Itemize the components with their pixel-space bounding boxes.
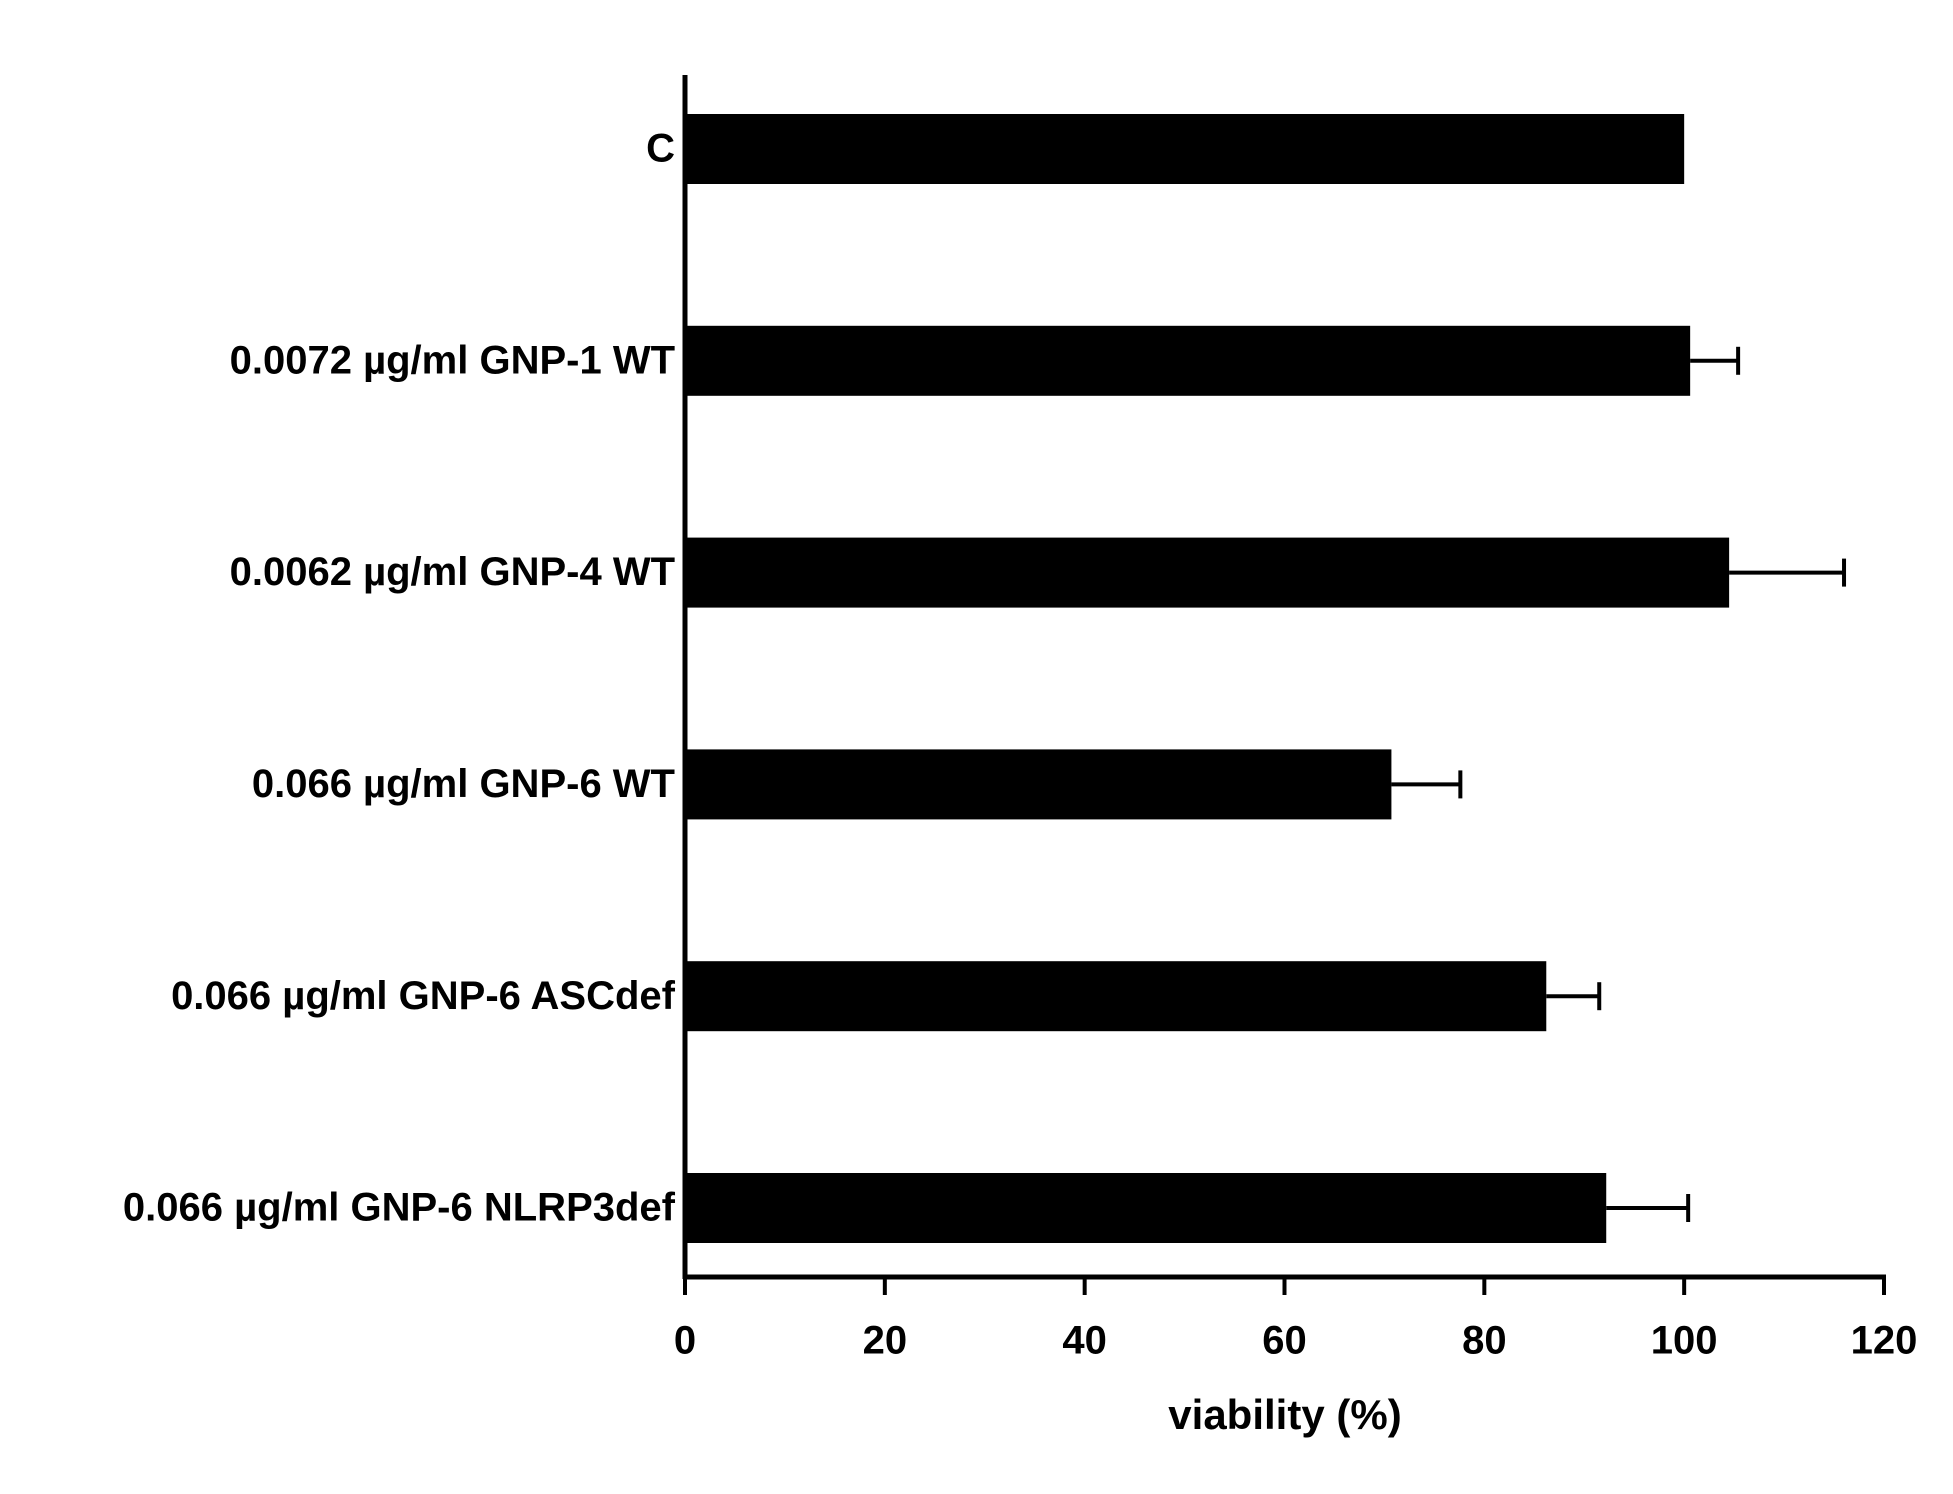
error-bar [1690,346,1741,375]
y-tick-label: 0.066 µg/ml GNP-6 NLRP3def [123,1186,676,1230]
y-tick-label: 0.066 µg/ml GNP-6 ASCdef [171,974,676,1018]
error-bar [1391,770,1463,799]
y-tick-label: 0.0072 µg/ml GNP-1 WT [230,338,675,382]
y-tick-label: 0.066 µg/ml GNP-6 WT [252,762,675,806]
x-tick-label: 0 [674,1319,696,1363]
error-bar [1729,558,1847,587]
y-tick-label: C [646,127,675,171]
bar [685,749,1392,820]
x-tick-label: 120 [1851,1319,1918,1363]
x-tick-label: 100 [1651,1319,1718,1363]
bar [685,325,1691,396]
error-bar [1546,982,1602,1011]
x-tick-label: 20 [863,1319,908,1363]
x-axis-title: viability (%) [1168,1391,1401,1438]
y-tick-label: 0.0062 µg/ml GNP-4 WT [230,550,675,594]
x-tick-label: 40 [1062,1319,1107,1363]
error-bar [1606,1194,1691,1222]
bar [685,537,1730,608]
bar [685,1173,1607,1243]
x-tick-label: 60 [1262,1319,1307,1363]
x-tick-label: 80 [1462,1319,1507,1363]
bar [685,114,1685,184]
bar [685,961,1547,1032]
